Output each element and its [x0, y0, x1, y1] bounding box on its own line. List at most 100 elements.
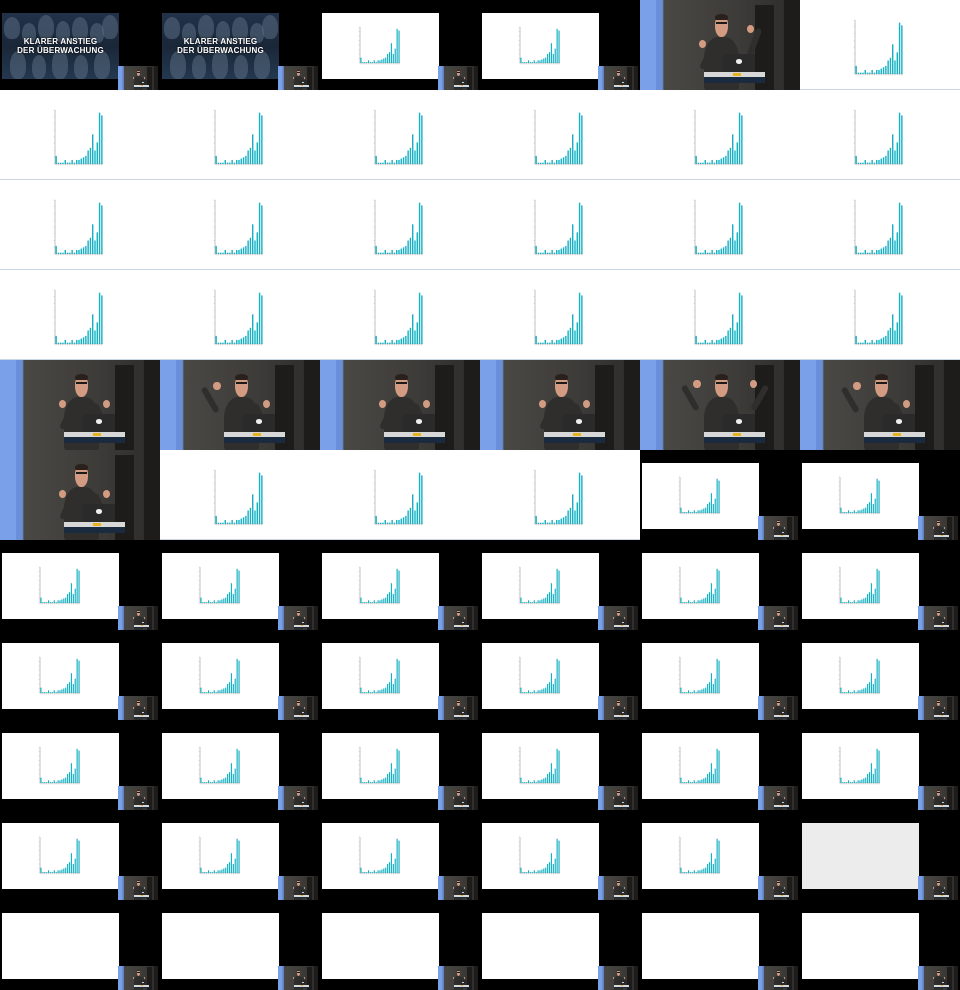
chart-bar — [224, 339, 226, 344]
chart-bar — [375, 335, 377, 344]
thumbnail-38[interactable] — [160, 540, 320, 630]
thumbnail-62[interactable] — [160, 900, 320, 990]
thumbnail-24[interactable] — [800, 270, 960, 360]
speaker-torso — [294, 795, 303, 810]
chart-bar — [857, 342, 860, 344]
thumbnail-45[interactable] — [320, 630, 480, 720]
chart-bar — [242, 337, 245, 344]
thumbnail-60[interactable] — [800, 810, 960, 900]
laptop — [618, 620, 627, 626]
chart-bar — [379, 60, 381, 63]
thumbnail-3[interactable] — [320, 0, 480, 90]
thumbnail-61[interactable] — [0, 900, 160, 990]
thumbnail-29[interactable] — [640, 360, 800, 450]
thumbnail-14[interactable] — [160, 180, 320, 270]
chart-bar — [391, 519, 393, 524]
thumbnail-43[interactable] — [0, 630, 160, 720]
thumbnail-53[interactable] — [640, 720, 800, 810]
thumbnail-49[interactable] — [0, 720, 160, 810]
speaker-right-hand — [932, 526, 935, 529]
speaker-torso — [134, 705, 143, 720]
chart-bar — [400, 158, 402, 164]
chart-bar — [369, 62, 372, 63]
thumbnail-51[interactable] — [320, 720, 480, 810]
thumbnail-17[interactable] — [640, 180, 800, 270]
thumbnail-58[interactable] — [480, 810, 640, 900]
thumbnail-9[interactable] — [320, 90, 480, 180]
thumbnail-65[interactable] — [640, 900, 800, 990]
chart-bar — [47, 600, 50, 603]
thumbnail-57[interactable] — [320, 810, 480, 900]
thumbnail-40[interactable] — [480, 540, 640, 630]
thumbnail-19[interactable] — [0, 270, 160, 360]
laptop-logo-icon — [621, 621, 624, 624]
thumbnail-10[interactable] — [480, 90, 640, 180]
thumbnail-18[interactable] — [800, 180, 960, 270]
thumbnail-27[interactable] — [320, 360, 480, 450]
thumbnail-13[interactable] — [0, 180, 160, 270]
chart-bar — [556, 568, 558, 603]
chart-bar — [885, 245, 887, 254]
chart-plot — [518, 566, 560, 605]
thumbnail-1[interactable]: KLARER ANSTIEG DER ÜBERWACHUNG — [0, 0, 160, 90]
lectern — [134, 805, 150, 809]
thumbnail-42[interactable] — [800, 540, 960, 630]
thumbnail-35[interactable] — [640, 450, 800, 540]
stage-scene — [118, 606, 158, 630]
lectern — [454, 625, 470, 629]
chart-bar — [390, 763, 393, 783]
bar-chart — [53, 199, 103, 256]
thumbnail-55[interactable] — [0, 810, 160, 900]
thumbnail-41[interactable] — [640, 540, 800, 630]
thumbnail-33[interactable] — [320, 450, 480, 540]
thumbnail-20[interactable] — [160, 270, 320, 360]
chart-bar — [366, 62, 368, 63]
thumbnail-7[interactable] — [0, 90, 160, 180]
thumbnail-21[interactable] — [320, 270, 480, 360]
thumbnail-34[interactable] — [480, 450, 640, 540]
thumbnail-46[interactable] — [480, 630, 640, 720]
thumbnail-23[interactable] — [640, 270, 800, 360]
thumbnail-59[interactable] — [640, 810, 800, 900]
thumbnail-39[interactable] — [320, 540, 480, 630]
thumbnail-56[interactable] — [160, 810, 320, 900]
thumbnail-52[interactable] — [480, 720, 640, 810]
thumbnail-47[interactable] — [640, 630, 800, 720]
thumbnail-25[interactable] — [0, 360, 160, 450]
thumbnail-31[interactable] — [0, 450, 160, 540]
speaker-right-hand — [932, 796, 935, 799]
thumbnail-26[interactable] — [160, 360, 320, 450]
thumbnail-36[interactable] — [800, 450, 960, 540]
chart-bar — [204, 692, 206, 693]
speaker-hair — [296, 609, 300, 612]
thumbnail-66[interactable] — [800, 900, 960, 990]
thumbnail-11[interactable] — [640, 90, 800, 180]
thumbnail-16[interactable] — [480, 180, 640, 270]
slide-chart — [0, 270, 160, 360]
thumbnail-37[interactable] — [0, 540, 160, 630]
thumbnail-63[interactable] — [320, 900, 480, 990]
lectern-lamp — [301, 85, 304, 87]
thumbnail-44[interactable] — [160, 630, 320, 720]
thumbnail-48[interactable] — [800, 630, 960, 720]
laptop — [458, 980, 467, 986]
thumbnail-30[interactable] — [800, 360, 960, 450]
projection-screen — [118, 66, 122, 90]
thumbnail-15[interactable] — [320, 180, 480, 270]
thumbnail-54[interactable] — [800, 720, 960, 810]
stage-door — [626, 697, 632, 720]
thumbnail-4[interactable] — [480, 0, 640, 90]
thumbnail-22[interactable] — [480, 270, 640, 360]
thumbnail-32[interactable] — [160, 450, 320, 540]
thumbnail-5[interactable] — [640, 0, 800, 90]
thumbnail-2[interactable]: KLARER ANSTIEG DER ÜBERWACHUNG — [160, 0, 320, 90]
lectern-lamp — [781, 715, 784, 717]
thumbnail-6[interactable] — [800, 0, 960, 90]
speaker-hair — [456, 609, 460, 612]
thumbnail-12[interactable] — [800, 90, 960, 180]
thumbnail-50[interactable] — [160, 720, 320, 810]
thumbnail-64[interactable] — [480, 900, 640, 990]
thumbnail-8[interactable] — [160, 90, 320, 180]
chart-bar — [211, 602, 213, 603]
thumbnail-28[interactable] — [480, 360, 640, 450]
